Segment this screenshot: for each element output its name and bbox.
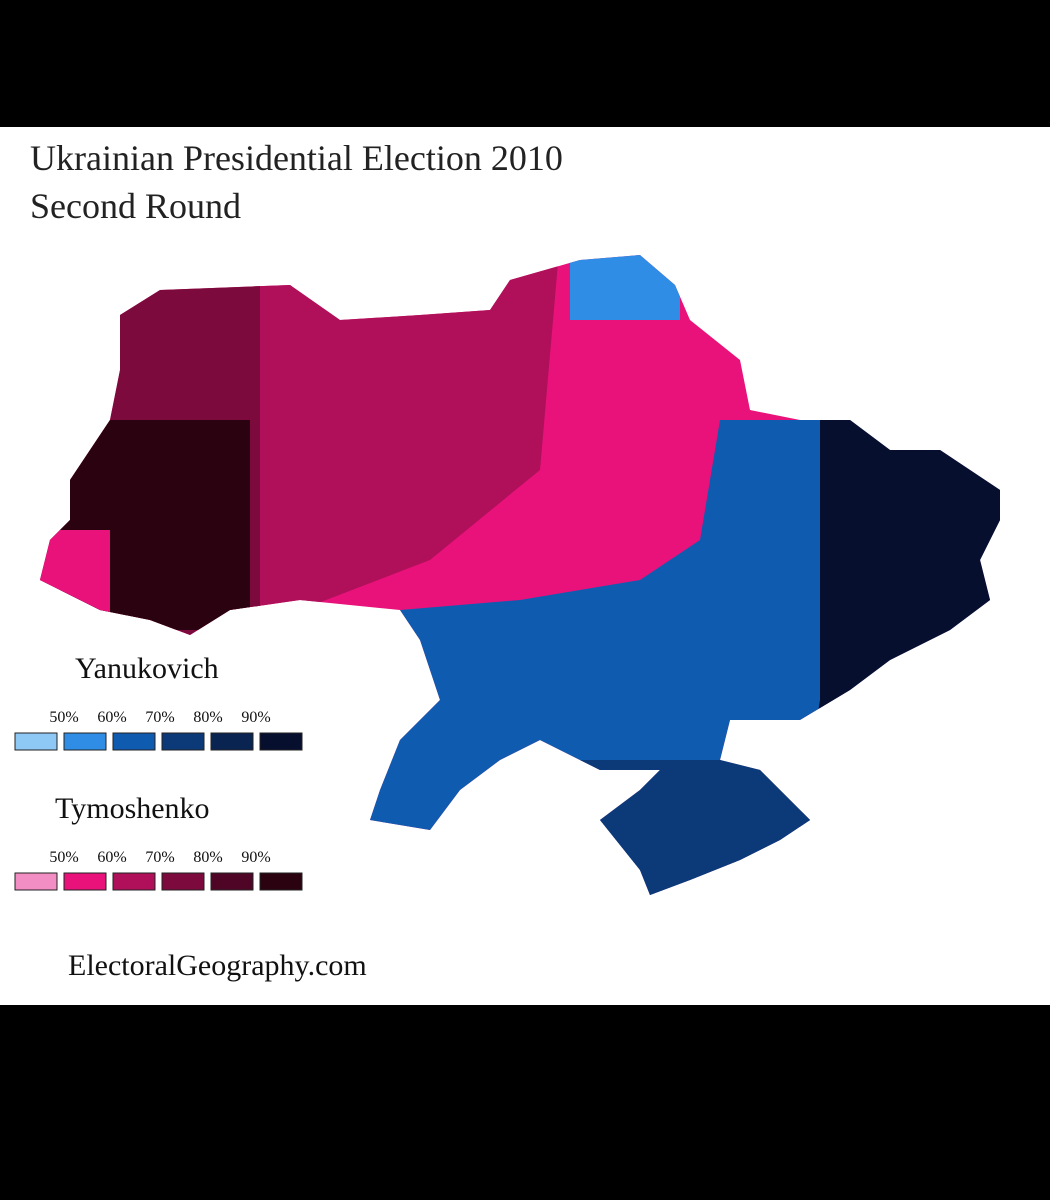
legend-tick: 80% xyxy=(193,849,222,866)
legend-tick: 60% xyxy=(97,849,126,866)
legend-swatch xyxy=(112,872,156,891)
source: ElectoralGeography.com xyxy=(68,949,367,982)
legend-swatch xyxy=(259,872,303,891)
legend-tick: 90% xyxy=(241,709,270,726)
legend-tick: 60% xyxy=(97,709,126,726)
legend-tick: 70% xyxy=(145,709,174,726)
legend-swatch xyxy=(259,732,303,751)
legend-swatch xyxy=(63,872,107,891)
legend-tick: 50% xyxy=(49,709,78,726)
legend-swatch xyxy=(161,732,205,751)
region-center-north xyxy=(250,255,560,620)
legend-swatch xyxy=(210,872,254,891)
legend-swatch xyxy=(210,732,254,751)
subtitle: Second Round xyxy=(30,186,241,226)
legend-swatch xyxy=(63,732,107,751)
legend-swatch xyxy=(14,872,58,891)
legend-tick: 50% xyxy=(49,849,78,866)
legend-swatch xyxy=(161,872,205,891)
title: Ukrainian Presidential Election 2010 xyxy=(30,138,563,178)
legend-swatch xyxy=(112,732,156,751)
bottom-bar xyxy=(0,1005,1050,1200)
legend-tick: 70% xyxy=(145,849,174,866)
legend-name: Tymoshenko xyxy=(55,792,210,825)
region-north-blue xyxy=(570,255,680,320)
legend-tick: 90% xyxy=(241,849,270,866)
legend-name: Yanukovich xyxy=(75,652,219,685)
legend-tick: 80% xyxy=(193,709,222,726)
legend-swatch xyxy=(14,732,58,751)
top-bar xyxy=(0,0,1050,127)
